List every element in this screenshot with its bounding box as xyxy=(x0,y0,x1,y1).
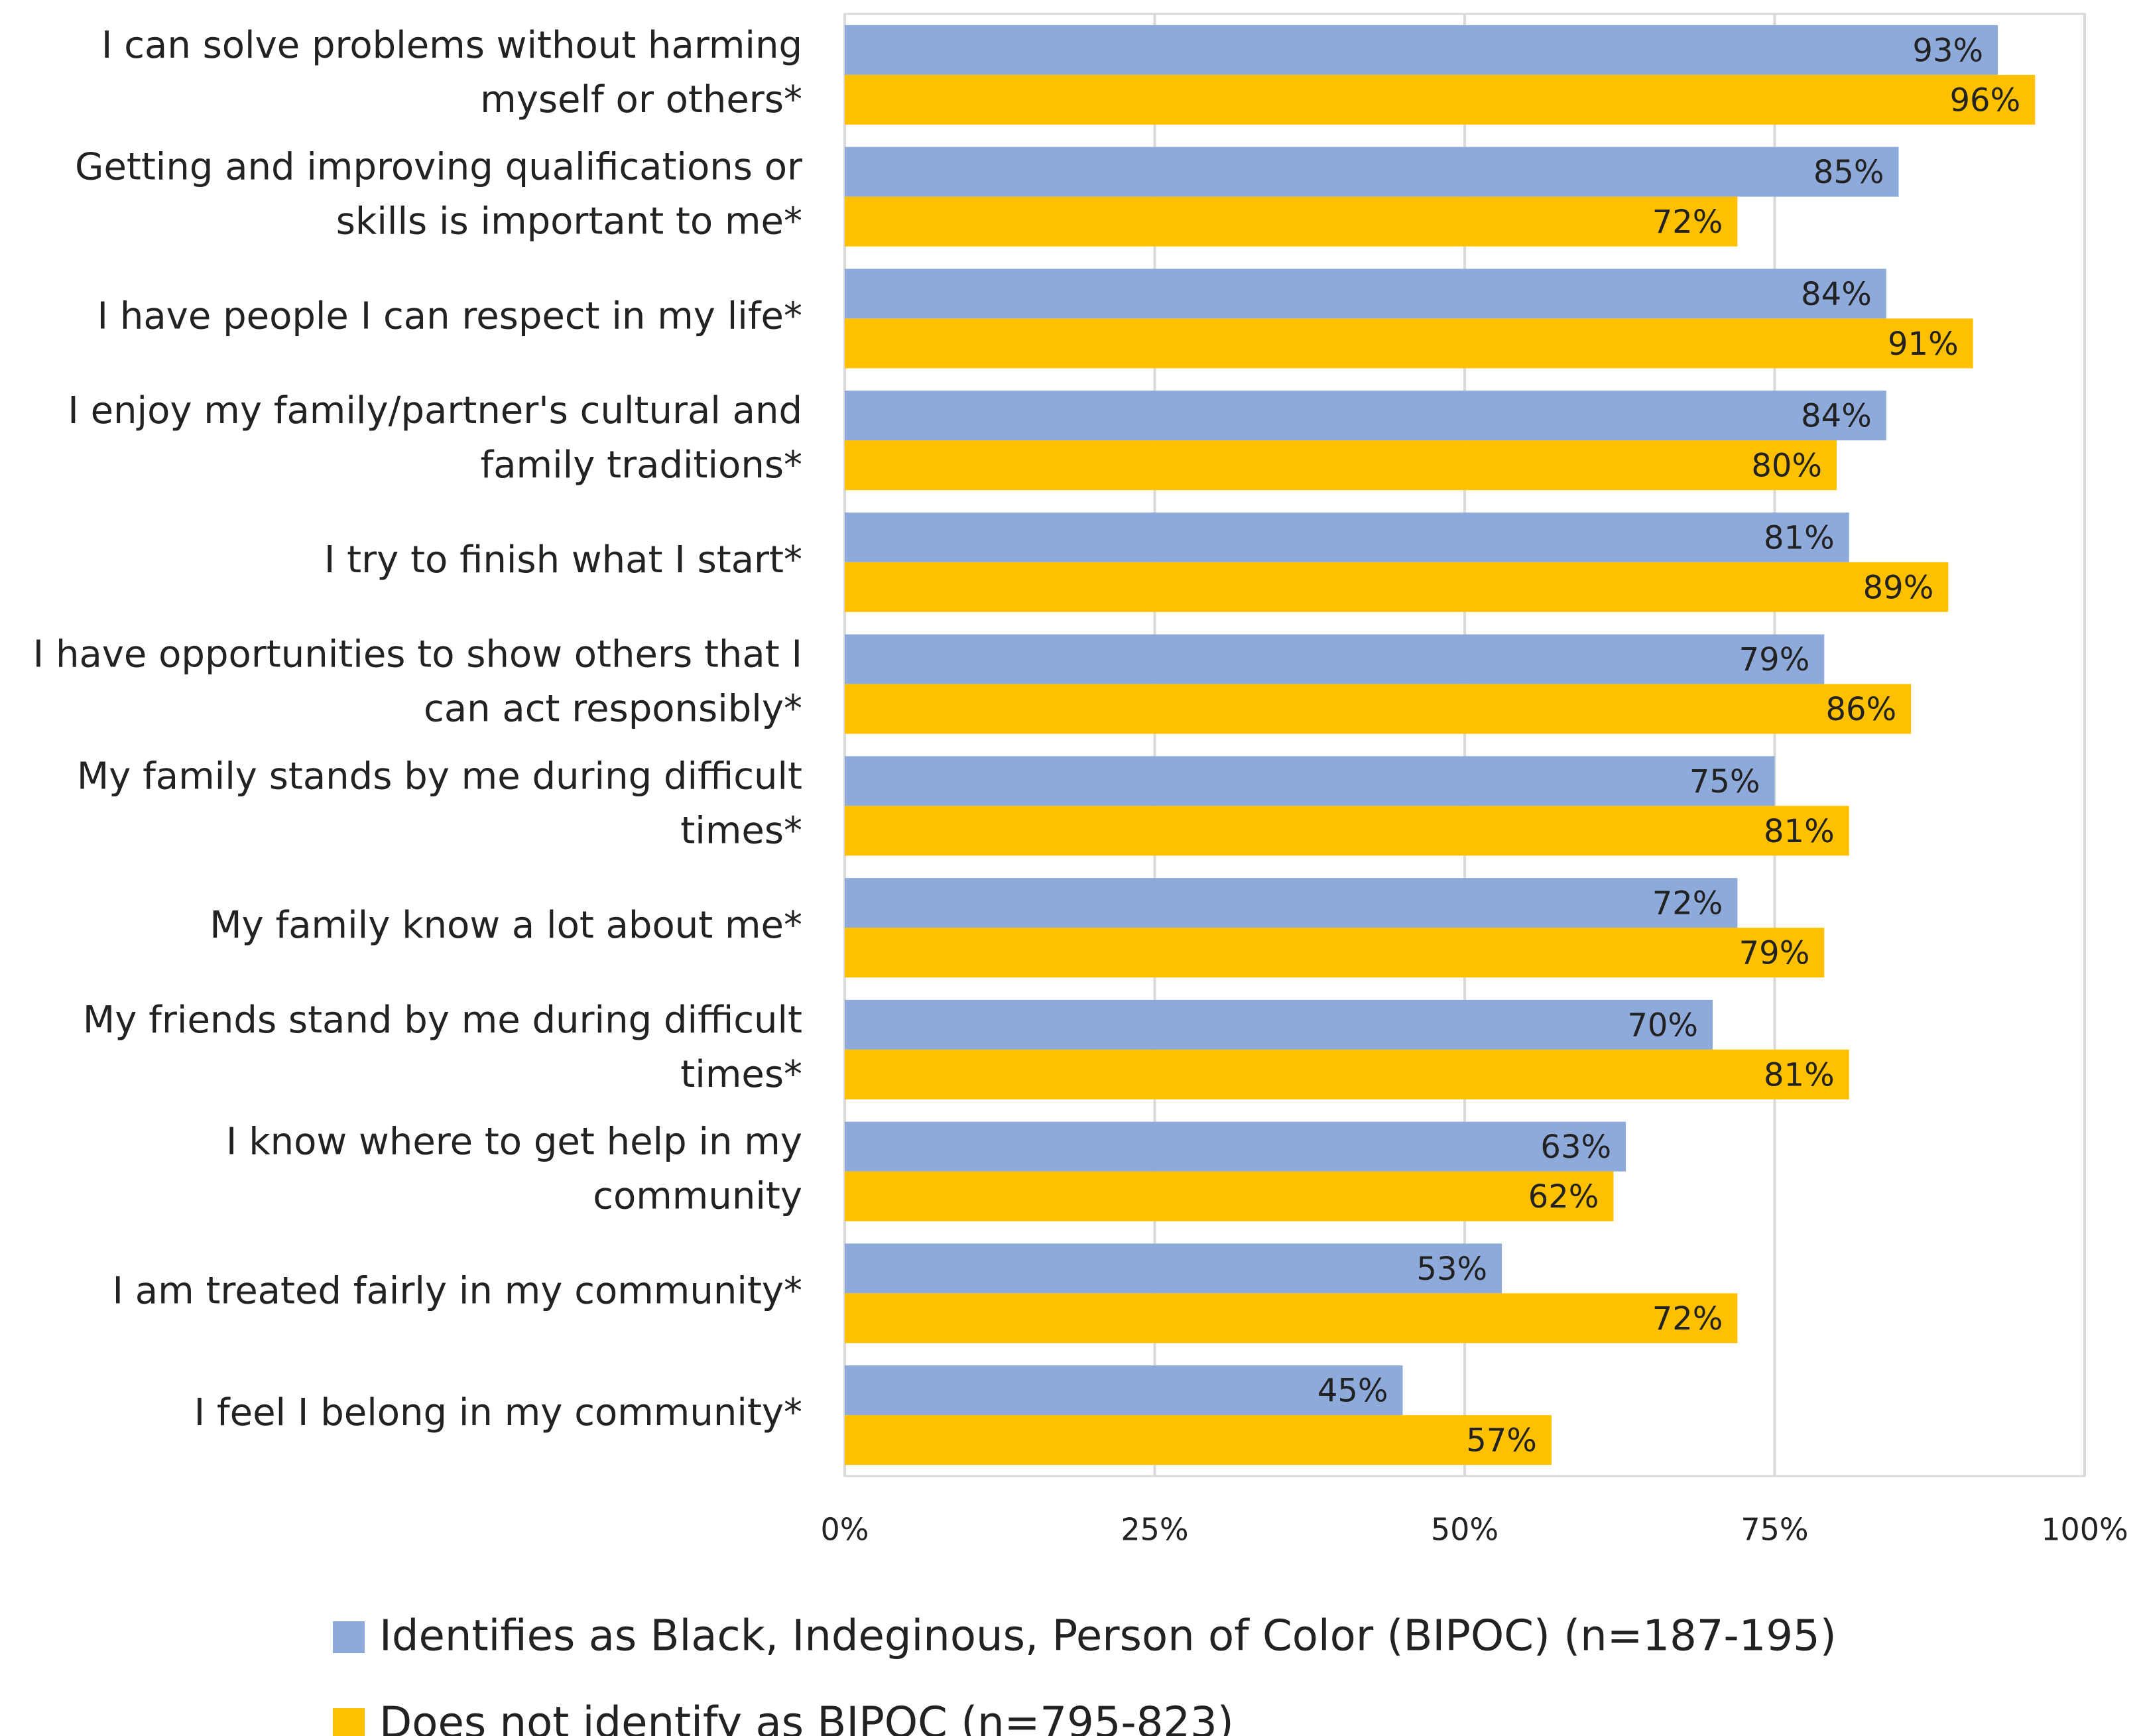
value-label: 79% xyxy=(1739,935,1810,972)
bar xyxy=(845,1243,1502,1294)
value-label: 72% xyxy=(1652,885,1723,922)
x-tick-label: 0% xyxy=(821,1512,869,1548)
bar xyxy=(845,269,1886,319)
y-tick-label: My family know a lot about me* xyxy=(210,904,802,947)
bar xyxy=(845,634,1825,684)
bar xyxy=(845,25,1998,75)
value-label: 72% xyxy=(1652,204,1723,241)
y-tick-label: I have opportunities to show others that… xyxy=(33,633,802,731)
value-label: 70% xyxy=(1627,1007,1698,1044)
y-tick-label: I know where to get help in my community xyxy=(226,1121,802,1218)
value-label: 80% xyxy=(1751,448,1822,485)
y-tick-label: I try to finish what I start* xyxy=(324,538,802,582)
bar xyxy=(845,1121,1626,1172)
bar xyxy=(845,756,1775,806)
x-tick-label: 50% xyxy=(1431,1512,1499,1548)
bar xyxy=(845,440,1837,491)
value-label: 84% xyxy=(1801,276,1872,313)
x-tick-label: 75% xyxy=(1741,1512,1808,1548)
bar xyxy=(845,196,1738,247)
value-label: 79% xyxy=(1739,641,1810,678)
bar xyxy=(845,74,2036,125)
value-label: 75% xyxy=(1689,763,1760,800)
y-tick-label: I am treated fairly in my community* xyxy=(112,1270,802,1313)
value-label: 89% xyxy=(1863,569,1934,606)
bar xyxy=(845,1415,1552,1465)
value-label: 81% xyxy=(1764,813,1835,850)
value-label: 96% xyxy=(1950,82,2021,119)
y-tick-label: My family stands by me during difficult t… xyxy=(77,755,802,853)
value-label: 62% xyxy=(1528,1178,1599,1215)
y-tick-label: Getting and improving qualifications or s… xyxy=(75,146,803,243)
value-label: 86% xyxy=(1826,691,1897,728)
bar xyxy=(845,512,1849,562)
legend-label: Identifies as Black, Indeginous, Person … xyxy=(379,1612,1837,1661)
value-label: 81% xyxy=(1764,1056,1835,1093)
bar xyxy=(845,562,1949,612)
value-label: 53% xyxy=(1416,1251,1487,1288)
value-label: 81% xyxy=(1764,519,1835,556)
value-label: 57% xyxy=(1466,1422,1537,1459)
y-tick-label: I enjoy my family/partner's cultural and… xyxy=(68,389,802,487)
bar xyxy=(845,1293,1738,1343)
bar xyxy=(845,684,1912,734)
value-label: 84% xyxy=(1801,398,1872,435)
value-label: 63% xyxy=(1540,1129,1611,1166)
bar xyxy=(845,806,1849,856)
value-label: 85% xyxy=(1813,154,1884,191)
x-tick-label: 100% xyxy=(2041,1512,2128,1548)
bar xyxy=(845,999,1713,1050)
bar xyxy=(845,878,1738,928)
x-tick-label: 25% xyxy=(1121,1512,1188,1548)
bar xyxy=(845,1049,1849,1099)
bar xyxy=(845,391,1886,441)
bar xyxy=(845,147,1899,197)
y-tick-label: I have people I can respect in my life* xyxy=(97,295,802,338)
bar xyxy=(845,928,1825,978)
value-label: 72% xyxy=(1652,1300,1723,1337)
value-label: 91% xyxy=(1888,326,1959,363)
value-label: 93% xyxy=(1912,32,1983,69)
bar xyxy=(845,1365,1403,1416)
legend-swatch xyxy=(333,1621,365,1653)
y-tick-label: I can solve problems without harming myse… xyxy=(101,24,802,121)
bar xyxy=(845,1171,1614,1221)
legend-swatch xyxy=(333,1708,365,1736)
legend-label: Does not identify as BIPOC (n=795-823) xyxy=(379,1699,1234,1736)
value-label: 45% xyxy=(1317,1373,1388,1410)
y-tick-label: I feel I belong in my community* xyxy=(194,1391,802,1434)
bar xyxy=(845,318,1973,369)
y-tick-label: My friends stand by me during difficult t… xyxy=(83,999,802,1096)
